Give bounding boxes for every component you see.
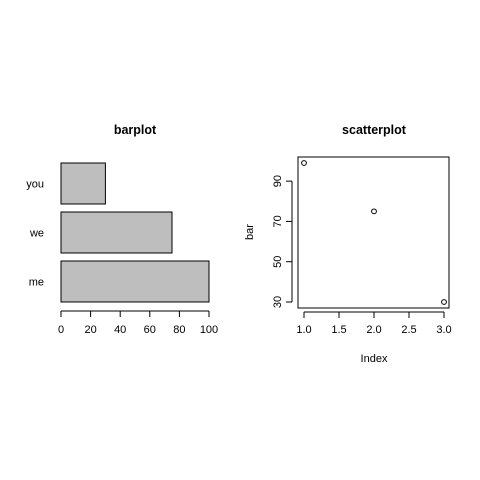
scatterplot-x-tick-label-2.0: 2.0	[366, 324, 381, 336]
barplot-tick-label-100: 100	[200, 324, 218, 336]
barplot-panel: barplot you we me 0 20 40 60 80 100	[26, 123, 218, 336]
scatterplot-x-tick-label-1.5: 1.5	[331, 324, 346, 336]
scatterplot-y-label: bar	[244, 224, 256, 240]
barplot-bars: you we me	[26, 162, 210, 303]
scatterplot-panel: scatterplot 1.0 1.5 2.0 2.5 3.0 30 50 70 90 Ind…	[244, 123, 452, 365]
bar-me	[60, 260, 210, 303]
barplot-tick-label-0: 0	[58, 324, 64, 336]
scatterplot-x-label: Index	[361, 353, 388, 365]
bar-you	[60, 162, 106, 205]
bar-we	[60, 211, 173, 254]
barplot-tick-label-40: 40	[114, 324, 126, 336]
barplot-tick-label-20: 20	[84, 324, 96, 336]
scatter-point-1	[301, 160, 307, 166]
scatterplot-x-tick-label-2.5: 2.5	[401, 324, 416, 336]
bar-label-me: me	[29, 277, 44, 289]
scatterplot-y-tick-label-90: 90	[272, 175, 284, 187]
scatterplot-y-axis: 30 50 70 90	[272, 175, 293, 308]
barplot-tick-label-60: 60	[144, 324, 156, 336]
scatterplot-y-tick-label-30: 30	[272, 296, 284, 308]
scatterplot-title: scatterplot	[342, 123, 407, 137]
scatterplot-y-tick-label-70: 70	[272, 215, 284, 227]
barplot-tick-label-80: 80	[173, 324, 185, 336]
scatterplot-x-tick-label-1.0: 1.0	[296, 324, 311, 336]
scatterplot-x-tick-label-3.0: 3.0	[436, 324, 451, 336]
bar-label-we: we	[29, 228, 44, 240]
scatterplot-plot-box	[297, 156, 450, 309]
scatterplot-points	[301, 160, 447, 305]
scatter-point-3	[441, 299, 447, 305]
bar-label-you: you	[26, 179, 44, 191]
barplot-x-axis: 0 20 40 60 80 100	[58, 310, 218, 336]
barplot-title: barplot	[114, 123, 157, 137]
scatterplot-x-axis: 1.0 1.5 2.0 2.5 3.0	[296, 311, 452, 336]
scatter-point-2	[371, 208, 377, 215]
scatterplot-y-tick-label-50: 50	[272, 256, 284, 268]
